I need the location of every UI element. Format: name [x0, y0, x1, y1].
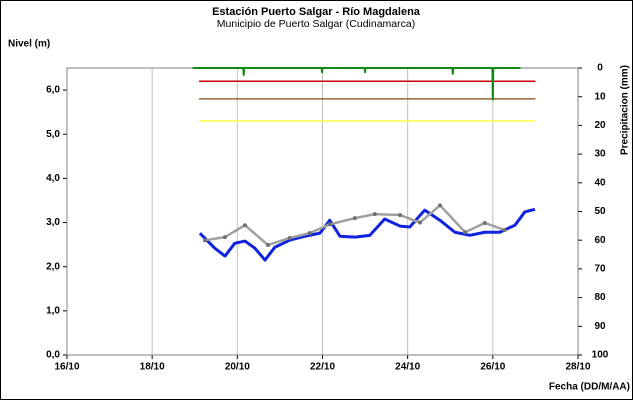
- y2-tick-label: 0: [597, 63, 603, 74]
- x-axis-label: Fecha (DD/M/AA): [549, 382, 630, 393]
- y2-tick-label: 40: [594, 177, 606, 188]
- series-marker: [222, 235, 227, 240]
- x-tick-label: 28/10: [565, 362, 590, 373]
- x-tick-label: 18/10: [140, 362, 165, 373]
- y2-tick-label: 100: [592, 350, 609, 361]
- series-marker: [242, 223, 247, 228]
- series-marker: [463, 230, 468, 235]
- x-tick-label: 24/10: [395, 362, 420, 373]
- series-marker: [327, 222, 332, 227]
- y-tick-label: 2,0: [46, 261, 60, 272]
- y-axis-label: Nivel (m): [8, 39, 50, 50]
- chart-title: Estación Puerto Salgar - Río Magdalena: [212, 6, 421, 18]
- series-marker: [307, 231, 312, 236]
- y-tick-label: 4,0: [46, 173, 60, 184]
- series-marker: [372, 212, 377, 217]
- y-tick-label: 3,0: [46, 217, 60, 228]
- series-marker: [287, 235, 292, 240]
- series-line: [198, 207, 536, 262]
- series-marker: [438, 203, 443, 208]
- y-tick-label: 5,0: [46, 129, 60, 140]
- x-tick-label: 20/10: [225, 362, 250, 373]
- series-marker: [482, 220, 487, 225]
- y2-tick-label: 90: [594, 321, 606, 332]
- x-tick-label: 16/10: [54, 362, 79, 373]
- series-line: [192, 67, 521, 101]
- x-tick-label: 26/10: [480, 362, 505, 373]
- series-marker: [352, 216, 357, 221]
- y2-tick-label: 30: [594, 149, 606, 160]
- series-marker: [202, 238, 207, 243]
- chart-subtitle: Municipio de Puerto Salgar (Cudinamarca): [217, 18, 415, 30]
- y2-tick-label: 60: [594, 235, 606, 246]
- y2-tick-label: 20: [594, 120, 606, 131]
- y2-tick-label: 50: [594, 206, 606, 217]
- series-marker: [502, 228, 507, 233]
- series-marker: [418, 220, 423, 225]
- y-tick-label: 0,0: [46, 350, 60, 361]
- y2-tick-label: 70: [594, 264, 606, 275]
- y2-tick-label: 10: [594, 91, 606, 102]
- y-tick-label: 6,0: [46, 85, 60, 96]
- y2-tick-label: 80: [594, 292, 606, 303]
- y2-axis-label: Precipitacion (mm): [620, 65, 631, 155]
- series-marker: [265, 243, 270, 248]
- y-tick-label: 1,0: [46, 305, 60, 316]
- series-marker: [398, 213, 403, 218]
- x-tick-label: 22/10: [310, 362, 335, 373]
